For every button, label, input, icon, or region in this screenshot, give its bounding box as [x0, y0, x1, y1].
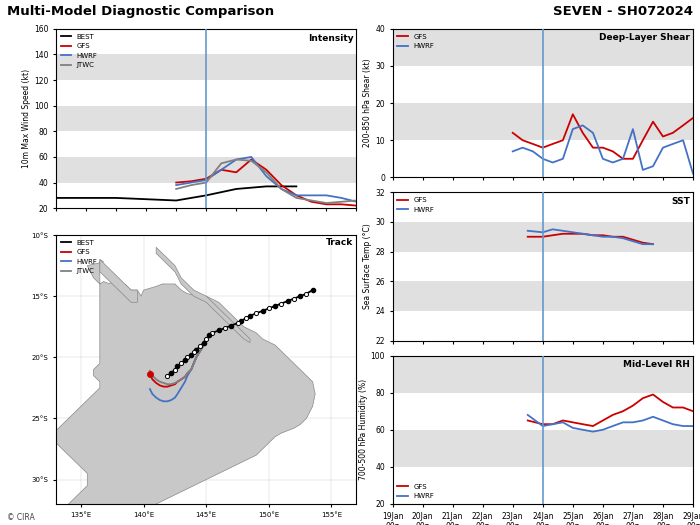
Bar: [56, 55, 356, 80]
Y-axis label: 200-850 hPa Shear (kt): 200-850 hPa Shear (kt): [363, 59, 372, 148]
Text: SST: SST: [671, 197, 690, 206]
Y-axis label: 10m Max Wind Speed (kt): 10m Max Wind Speed (kt): [22, 69, 31, 168]
Bar: [56, 157, 356, 183]
Text: © CIRA: © CIRA: [7, 513, 35, 522]
Bar: [393, 222, 693, 251]
Bar: [393, 355, 693, 393]
Polygon shape: [100, 259, 137, 302]
Bar: [393, 281, 693, 311]
Legend: BEST, GFS, HWRF, JTWC: BEST, GFS, HWRF, JTWC: [60, 33, 99, 69]
Polygon shape: [56, 259, 315, 525]
Text: SEVEN - SH072024: SEVEN - SH072024: [553, 5, 693, 18]
Bar: [56, 106, 356, 131]
Legend: GFS, HWRF: GFS, HWRF: [396, 196, 435, 214]
Bar: [393, 430, 693, 467]
Text: Track: Track: [326, 238, 354, 247]
Text: Intensity: Intensity: [308, 34, 354, 43]
Bar: [393, 29, 693, 66]
Polygon shape: [156, 247, 250, 343]
Y-axis label: 700-500 hPa Humidity (%): 700-500 hPa Humidity (%): [358, 379, 368, 480]
Legend: BEST, GFS, HWRF, JTWC: BEST, GFS, HWRF, JTWC: [60, 238, 99, 276]
Legend: GFS, HWRF: GFS, HWRF: [396, 33, 435, 50]
Text: Multi-Model Diagnostic Comparison: Multi-Model Diagnostic Comparison: [7, 5, 274, 18]
Text: Mid-Level RH: Mid-Level RH: [623, 360, 690, 369]
Text: Deep-Layer Shear: Deep-Layer Shear: [599, 33, 690, 43]
Legend: GFS, HWRF: GFS, HWRF: [396, 482, 435, 500]
Y-axis label: Sea Surface Temp (°C): Sea Surface Temp (°C): [363, 224, 372, 309]
Bar: [393, 103, 693, 140]
